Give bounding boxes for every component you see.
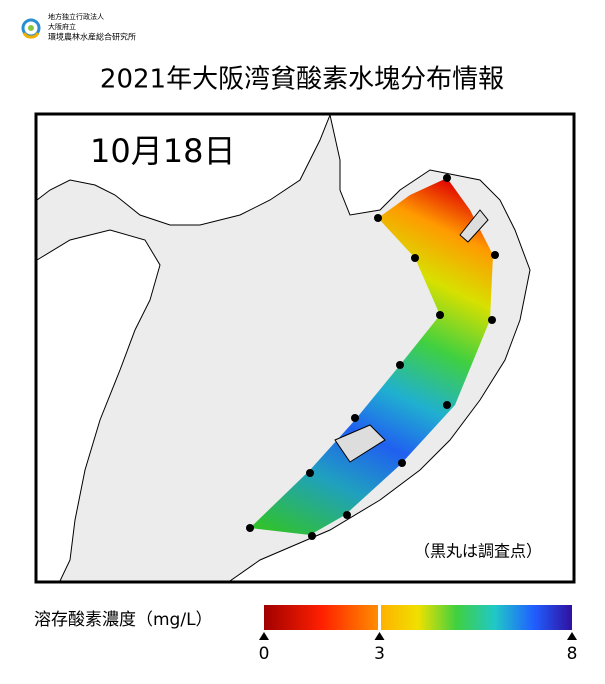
org-line: 大阪府立 <box>48 22 76 31</box>
hypoxia-area <box>250 178 493 535</box>
note: （黒丸は調査点） <box>414 542 542 561</box>
tick-mark <box>259 632 269 640</box>
date: 10月18日 <box>90 132 235 170</box>
colorbar-high <box>379 605 572 630</box>
island <box>334 209 489 463</box>
tick-mark <box>374 632 385 640</box>
colorbar-label: 溶存酸素濃度（mg/L） <box>34 610 213 630</box>
title: 2021年大阪湾貧酸素水塊分布情報 <box>100 65 504 95</box>
colorbar: 0 3 8 <box>259 605 578 664</box>
org-line: 地方独立行政法人 <box>48 12 104 21</box>
stations <box>246 174 499 540</box>
colorbar-low <box>264 605 380 630</box>
land <box>36 114 574 582</box>
tick-label: 0 <box>259 644 270 664</box>
org-line: 環境農林水産総合研究所 <box>48 32 136 42</box>
tick-label: 3 <box>374 644 385 664</box>
tick-mark <box>567 632 577 640</box>
tick-label: 8 <box>567 644 578 664</box>
logo <box>21 18 41 39</box>
